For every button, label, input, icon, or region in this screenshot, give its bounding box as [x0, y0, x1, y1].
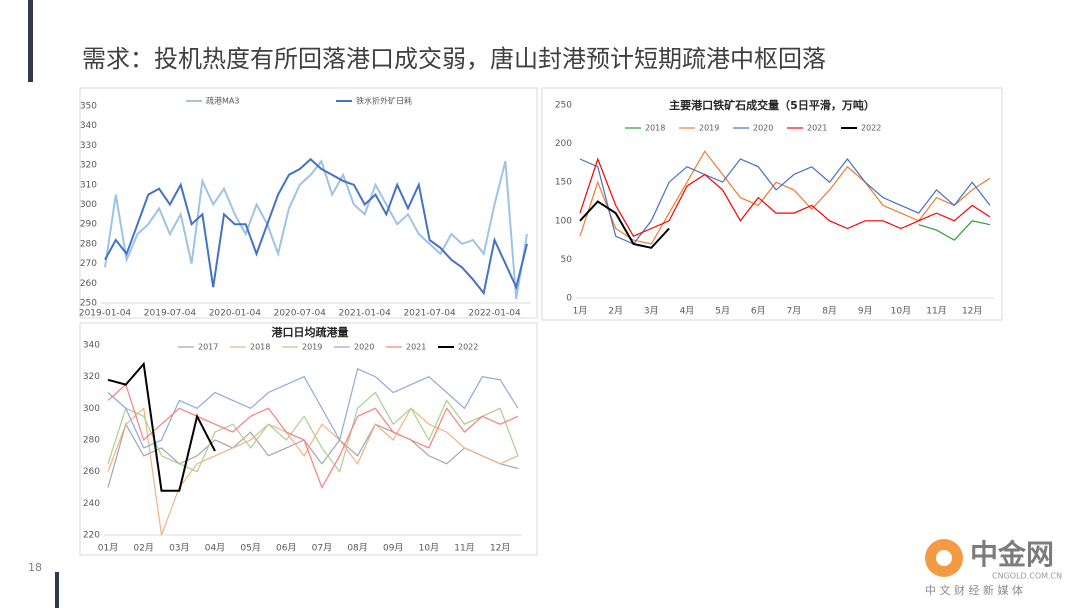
series-line: [104, 157, 528, 296]
y-tick-label: 320: [80, 161, 97, 171]
x-tick-label: 12月: [490, 543, 510, 554]
y-tick-label: 50: [561, 255, 573, 265]
x-tick-label: 6月: [751, 306, 766, 317]
y-tick-label: 0: [566, 294, 572, 304]
legend-label: 2022: [861, 124, 881, 133]
chart-title: 港口日均疏港量: [272, 325, 349, 339]
x-tick-label: 2021-07-04: [403, 309, 456, 319]
page-number: 18: [28, 561, 42, 574]
y-tick-label: 240: [83, 499, 100, 509]
series-line: [107, 407, 519, 536]
logo-name: 中金网: [970, 538, 1054, 571]
x-tick-label: 2022-01-04: [468, 309, 521, 319]
y-tick-label: 250: [80, 299, 97, 309]
y-tick-label: 340: [83, 341, 100, 351]
logo-slogan: 中 文 财 经 新 媒 体: [925, 583, 1023, 597]
chart-frame: [541, 87, 1003, 321]
x-tick-label: 1月: [573, 306, 588, 317]
y-tick-label: 330: [80, 141, 97, 151]
legend-label: 2019: [302, 343, 322, 352]
x-tick-label: 2月: [608, 306, 623, 317]
series-line: [579, 150, 991, 245]
series-line: [107, 383, 519, 489]
x-tick-label: 2019-07-04: [144, 309, 197, 319]
y-tick-label: 290: [80, 220, 97, 230]
legend-label: 2018: [645, 124, 665, 133]
y-tick-label: 260: [83, 467, 100, 477]
y-tick-label: 280: [80, 239, 97, 249]
x-tick-label: 04月: [205, 543, 225, 554]
x-tick-label: 03月: [169, 543, 189, 554]
x-tick-label: 7月: [787, 306, 802, 317]
x-tick-label: 2020-07-04: [274, 309, 327, 319]
y-tick-label: 260: [80, 279, 97, 289]
x-tick-label: 8月: [822, 306, 837, 317]
x-tick-label: 08月: [347, 543, 367, 554]
series-line: [107, 391, 519, 474]
y-tick-label: 220: [83, 531, 100, 541]
x-tick-label: 2020-01-04: [209, 309, 262, 319]
watermark: 中金网 CNGOLD.COM.CN 中 文 财 经 新 媒 体: [925, 538, 1062, 597]
legend-label: 2022: [458, 343, 478, 352]
legend-label: 2020: [354, 343, 374, 352]
x-tick-label: 9月: [858, 306, 873, 317]
y-tick-label: 320: [83, 372, 100, 382]
x-tick-label: 3月: [644, 306, 659, 317]
x-tick-label: 01月: [98, 543, 118, 554]
series-line: [918, 220, 991, 241]
legend-label: 2018: [250, 343, 270, 352]
y-tick-label: 300: [80, 200, 97, 210]
series-line: [107, 422, 519, 488]
legend-label: 2021: [807, 124, 827, 133]
x-tick-label: 12月: [962, 306, 982, 317]
logo-icon: [936, 550, 952, 566]
series-line: [104, 159, 528, 300]
legend-label: 疏港MA3: [206, 96, 239, 106]
footer-bar: [55, 572, 59, 608]
y-tick-label: 100: [555, 216, 572, 226]
y-tick-label: 340: [80, 121, 97, 131]
x-tick-label: 10月: [891, 306, 911, 317]
x-tick-label: 02月: [133, 543, 153, 554]
series-line: [107, 367, 519, 449]
y-tick-label: 150: [555, 178, 572, 188]
x-tick-label: 4月: [680, 306, 695, 317]
x-tick-label: 5月: [715, 306, 730, 317]
chart-title: 主要港口铁矿石成交量（5日平滑，万吨）: [669, 98, 875, 112]
logo-site: CNGOLD.COM.CN: [992, 572, 1062, 581]
legend-label: 2017: [198, 343, 218, 352]
series-line: [107, 361, 216, 492]
x-tick-label: 07月: [312, 543, 332, 554]
legend-label: 2020: [753, 124, 773, 133]
x-tick-label: 06月: [276, 543, 296, 554]
series-line: [579, 200, 670, 249]
y-tick-label: 270: [80, 259, 97, 269]
legend-label: 2019: [699, 124, 719, 133]
y-tick-label: 310: [80, 180, 97, 190]
series-line: [579, 158, 991, 245]
y-tick-label: 250: [555, 101, 572, 111]
x-tick-label: 11月: [926, 306, 946, 317]
y-tick-label: 350: [80, 102, 97, 112]
accent-bar: [28, 0, 33, 82]
x-tick-label: 05月: [240, 543, 260, 554]
chart-frame: [79, 87, 538, 319]
legend-label: 2021: [406, 343, 426, 352]
chart-frame: [79, 322, 538, 556]
x-tick-label: 2021-01-04: [339, 309, 392, 319]
x-tick-label: 2019-01-04: [79, 309, 132, 319]
legend-label: 铁水折外矿日耗: [356, 96, 412, 106]
x-tick-label: 10月: [419, 543, 439, 554]
y-tick-label: 280: [83, 436, 100, 446]
y-tick-label: 300: [83, 404, 100, 414]
y-tick-label: 200: [555, 139, 572, 149]
x-tick-label: 09月: [383, 543, 403, 554]
series-line: [579, 157, 991, 237]
x-tick-label: 11月: [454, 543, 474, 554]
slide-title: 需求：投机热度有所回落港口成交弱，唐山封港预计短期疏港中枢回落: [82, 45, 826, 73]
